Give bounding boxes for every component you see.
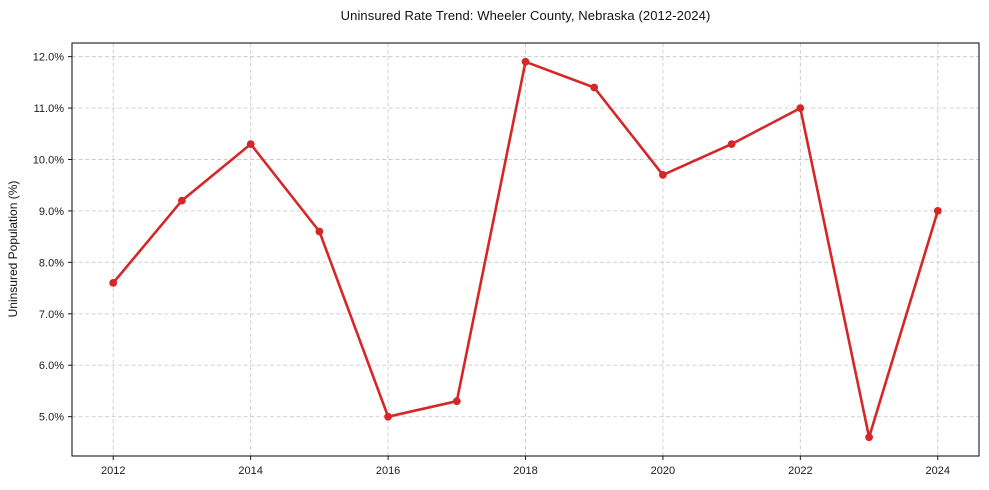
x-tick-label: 2014 [238, 465, 262, 477]
y-tick-label: 8.0% [39, 257, 64, 269]
data-point-2015 [315, 227, 324, 236]
y-axis-title: Uninsured Population (%) [6, 180, 20, 318]
x-tick-label: 2016 [376, 465, 400, 477]
x-tick-label: 2012 [101, 465, 125, 477]
data-point-2024 [933, 207, 942, 215]
data-point-2022 [796, 104, 805, 112]
y-tick-label: 6.0% [39, 360, 64, 372]
data-point-2020 [659, 171, 667, 179]
y-tick-label: 10.0% [33, 154, 64, 166]
x-tick-label: 2024 [926, 465, 950, 477]
data-point-2019 [590, 83, 599, 92]
data-point-2013 [178, 196, 186, 205]
y-tick-label: 9.0% [39, 206, 64, 218]
y-tick-label: 11.0% [34, 103, 65, 115]
data-point-2016 [384, 412, 392, 421]
data-point-2017 [452, 397, 461, 406]
data-point-2012 [109, 279, 118, 287]
plot-border [71, 42, 980, 457]
chart-title: Uninsured Rate Trend: Wheeler County, Ne… [340, 8, 711, 23]
x-tick-label: 2020 [651, 465, 675, 477]
data-point-2023 [865, 433, 873, 442]
y-tick-label: 12.0% [33, 52, 64, 64]
data-point-2018 [521, 57, 530, 66]
x-tick-label: 2018 [513, 465, 537, 477]
data-point-2021 [727, 140, 736, 149]
y-tick-label: 5.0% [39, 412, 64, 424]
x-tick-label: 2022 [788, 465, 812, 477]
y-tick-label: 7.0% [39, 309, 64, 321]
data-point-2014 [246, 140, 255, 149]
